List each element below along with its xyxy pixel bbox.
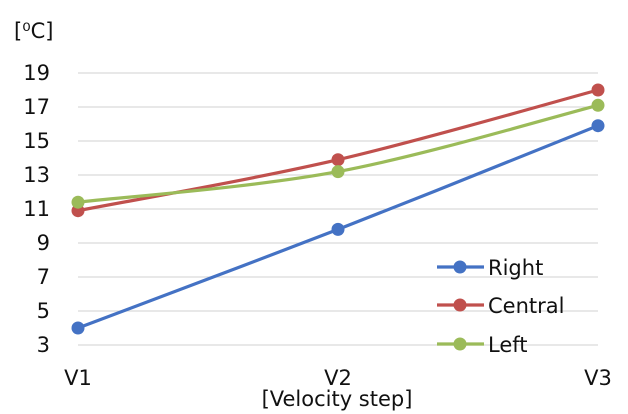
y-tick-label: 3 xyxy=(37,333,50,357)
legend-label-right: Right xyxy=(488,256,543,280)
series-line-central xyxy=(76,88,600,213)
data-point-right xyxy=(331,222,345,236)
y-tick-label: 15 xyxy=(23,129,50,153)
y-tick-label: 5 xyxy=(37,299,50,323)
x-axis-title: [Velocity step] xyxy=(262,387,413,411)
y-tick-label: 7 xyxy=(37,265,50,289)
data-point-right xyxy=(591,119,605,133)
x-axis-ticks: V1 V2 V3 xyxy=(64,366,612,390)
data-point-left xyxy=(591,98,605,112)
data-point-central xyxy=(331,153,345,167)
legend-label-central: Central xyxy=(488,294,564,318)
y-axis-title: [⁰C] xyxy=(14,19,53,43)
x-tick-label: V3 xyxy=(584,366,612,390)
x-tick-label: V2 xyxy=(324,366,352,390)
data-point-right xyxy=(71,321,85,335)
data-point-left xyxy=(331,165,345,179)
data-point-left xyxy=(71,195,85,209)
data-point-central xyxy=(591,83,605,97)
y-tick-label: 17 xyxy=(23,95,50,119)
y-tick-label: 19 xyxy=(23,61,50,85)
legend-marker-central xyxy=(453,298,467,312)
legend: Right Central Left xyxy=(437,256,564,357)
y-axis-ticks: 3 5 7 9 11 13 15 17 19 xyxy=(23,61,50,357)
legend-marker-right xyxy=(453,260,467,274)
series-layer xyxy=(71,83,605,335)
y-tick-label: 13 xyxy=(23,163,50,187)
y-tick-label: 9 xyxy=(37,231,50,255)
series-right xyxy=(71,119,605,335)
legend-marker-left xyxy=(453,337,467,351)
y-tick-label: 11 xyxy=(23,197,50,221)
x-tick-label: V1 xyxy=(64,366,92,390)
legend-label-left: Left xyxy=(488,333,528,357)
series-left xyxy=(71,98,605,209)
series-central xyxy=(71,83,605,218)
